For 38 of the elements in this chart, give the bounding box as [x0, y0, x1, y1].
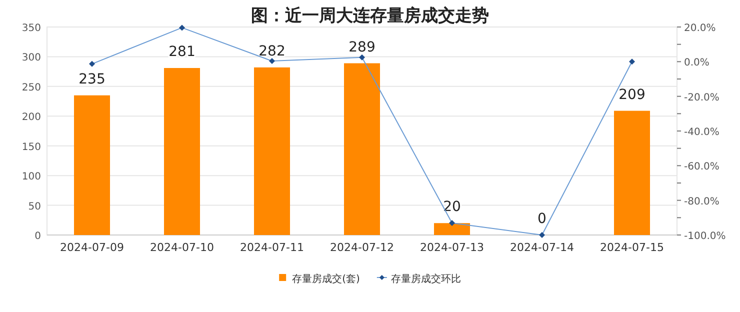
bar	[74, 95, 110, 235]
y-tick-label: 250	[22, 82, 41, 94]
data-label: 281	[168, 44, 196, 60]
x-tick-label: 2024-07-13	[420, 241, 484, 254]
y-tick-label: 100	[22, 172, 41, 183]
bar	[344, 63, 380, 235]
x-tick-label: 2024-07-11	[240, 241, 304, 254]
y2-tick-label: -60.0%	[684, 162, 720, 173]
y-tick-label: 150	[22, 142, 41, 153]
y2-tick-label: -20.0%	[684, 92, 720, 104]
y-tick-label: 350	[22, 23, 41, 34]
data-label: 0	[538, 211, 546, 227]
x-tick-label: 2024-07-12	[330, 241, 394, 254]
data-label: 235	[78, 71, 106, 88]
x-tick-label: 2024-07-15	[600, 241, 664, 254]
y-tick-label: 0	[34, 231, 41, 242]
bar	[434, 223, 470, 235]
y2-tick-label: -80.0%	[684, 196, 720, 208]
y-tick-label: 50	[28, 201, 41, 212]
data-label: 282	[258, 43, 286, 60]
data-label: 209	[618, 86, 646, 103]
x-tick-label: 2024-07-14	[510, 241, 574, 254]
data-label: 20	[443, 199, 461, 216]
bar	[164, 68, 200, 235]
legend-label: 存量房成交(套)	[292, 273, 360, 285]
legend-label: 存量房成交环比	[390, 273, 461, 285]
y-tick-label: 300	[22, 52, 41, 64]
y2-tick-label: -40.0%	[684, 127, 720, 138]
y2-tick-label: 0.0%	[684, 58, 710, 69]
data-label: 289	[348, 39, 376, 56]
bar	[614, 110, 650, 235]
x-tick-label: 2024-07-10	[150, 241, 214, 254]
bar	[254, 67, 290, 235]
x-tick-label: 2024-07-09	[60, 241, 124, 254]
chart-title: 图：近一周大连存量房成交走势	[251, 6, 489, 26]
y2-tick-label: 20.0%	[684, 23, 716, 34]
y-tick-label: 200	[22, 112, 41, 124]
y2-tick-label: -100.0%	[684, 231, 726, 242]
